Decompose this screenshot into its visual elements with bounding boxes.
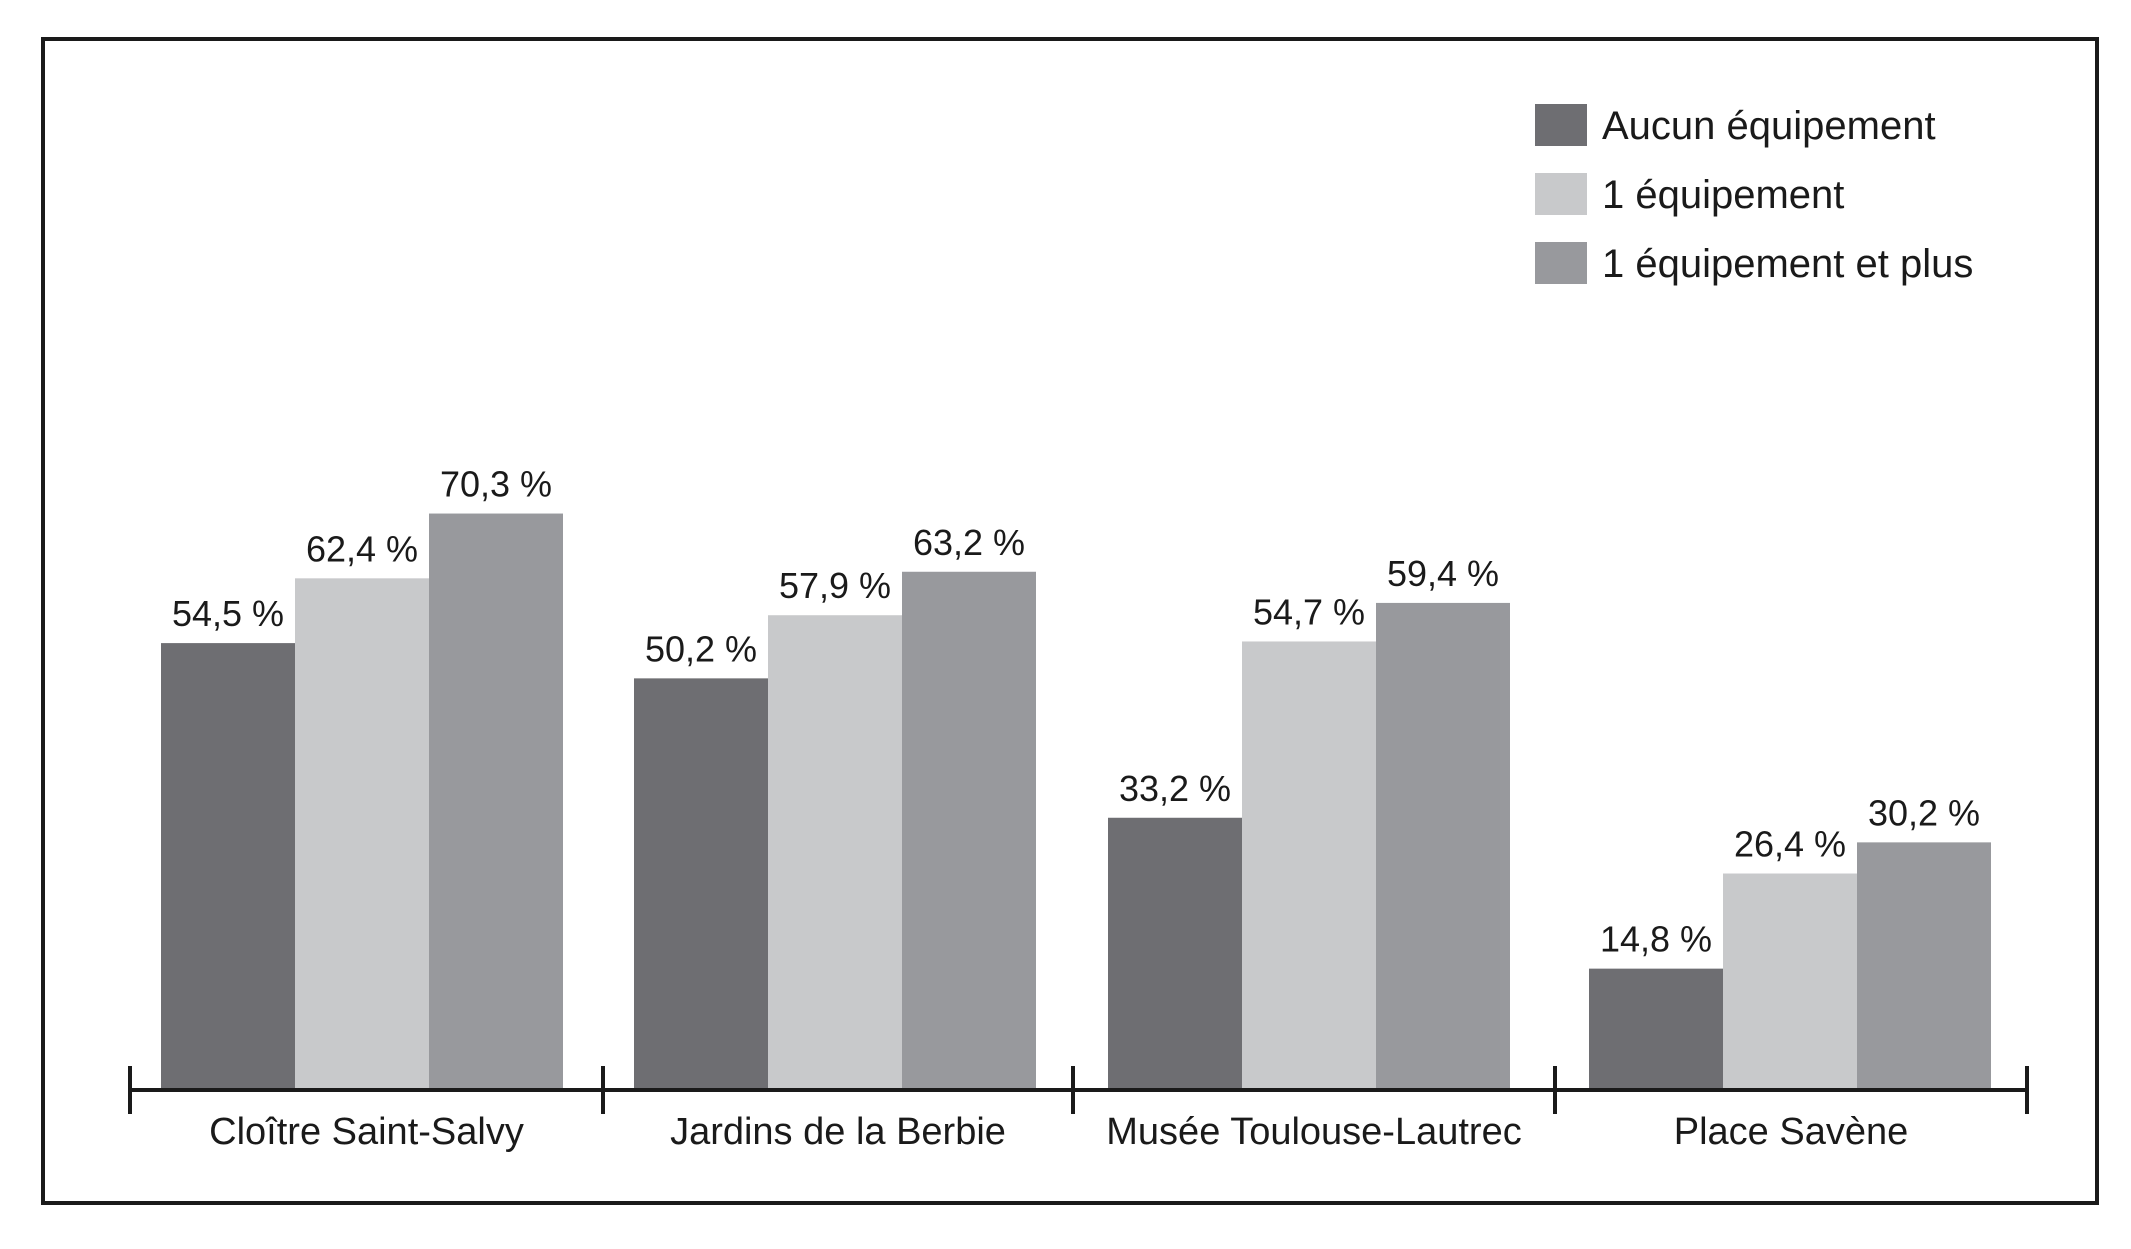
bar [1242,641,1376,1090]
legend-swatch [1535,104,1587,146]
data-label: 54,5 % [172,593,284,634]
x-axis [128,1066,2029,1114]
category-labels-layer: Cloître Saint-Salvy Jardins de la Berbie M… [209,1111,1908,1153]
data-label: 59,4 % [1387,553,1499,594]
data-label: 54,7 % [1253,591,1365,632]
bar [161,643,295,1090]
data-label: 70,3 % [440,464,552,505]
bar [1857,842,1991,1090]
bar [1589,968,1723,1090]
bar [1723,873,1857,1090]
bars-layer [161,513,1991,1090]
data-label: 62,4 % [306,528,418,569]
category-label: Cloître Saint-Salvy [209,1111,524,1153]
data-label: 26,4 % [1734,824,1846,865]
chart-frame [41,37,2099,1205]
data-label: 63,2 % [913,522,1025,563]
value-labels-layer: 54,5 % 62,4 % 70,3 % 50,2 % 57,9 % 63,2 % 33,2… [172,464,1980,960]
bar [429,513,563,1090]
data-label: 57,9 % [779,565,891,606]
category-label: Jardins de la Berbie [670,1111,1006,1153]
data-label: 14,8 % [1600,919,1712,960]
data-label: 33,2 % [1119,768,1231,809]
data-label: 50,2 % [645,628,757,669]
legend-swatch [1535,173,1587,215]
legend: Aucun équipement 1 équipement 1 équipement… [1535,104,1973,286]
legend-label: Aucun équipement [1602,104,1936,148]
legend-swatch [1535,242,1587,284]
category-label: Place Savène [1674,1111,1909,1153]
legend-label: 1 équipement [1602,173,1844,217]
bar [634,678,768,1090]
bar [295,578,429,1090]
bar [768,615,902,1090]
category-label: Musée Toulouse-Lautrec [1106,1111,1521,1153]
bar [1376,602,1510,1090]
bar [902,571,1036,1090]
data-label: 30,2 % [1868,792,1980,833]
bar [1108,817,1242,1090]
legend-label: 1 équipement et plus [1602,242,1973,286]
